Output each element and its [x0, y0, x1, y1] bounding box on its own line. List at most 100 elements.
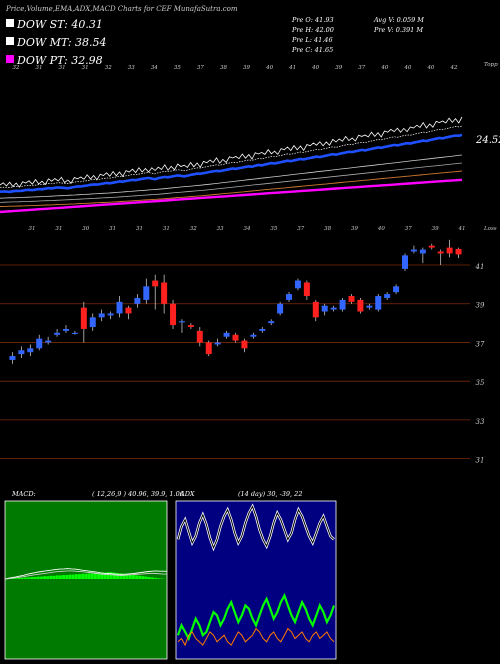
- y-tick-label: 39: [476, 302, 485, 310]
- legend-swatch: [6, 37, 14, 45]
- candle-body: [277, 304, 283, 314]
- x-tick-label: 37: [358, 65, 365, 71]
- adx-params: (14 day) 30, -39, 22: [238, 490, 302, 498]
- x-tick-label: 37: [405, 226, 412, 232]
- legend-swatch: [6, 55, 14, 63]
- x-tick-label: 39: [335, 65, 342, 71]
- candle-body: [215, 343, 221, 345]
- x-tick-label: 41: [288, 65, 296, 71]
- candle-body: [108, 313, 114, 315]
- panel-corner-label: Loss: [483, 226, 497, 232]
- candle-body: [18, 350, 24, 354]
- x-tick-label: 38: [220, 65, 227, 71]
- macd-panel: MACD:( 12,26,9 ) 40.96, 39.9, 1.06: [5, 490, 184, 659]
- candle-body: [259, 329, 265, 331]
- macd-histogram-bar: [69, 575, 72, 579]
- macd-histogram-bar: [43, 576, 46, 579]
- macd-frame: [5, 501, 167, 659]
- candle-body: [402, 255, 408, 269]
- macd-histogram-bar: [75, 574, 78, 579]
- x-tick-label: 32: [13, 65, 20, 71]
- x-tick-label: 31: [82, 65, 89, 71]
- stat-left: Pre C: 41.65: [291, 46, 333, 54]
- macd-histogram-bar: [145, 577, 148, 579]
- stat-left: Pre L: 41.46: [291, 36, 333, 44]
- y-tick-label: 31: [476, 457, 485, 465]
- candle-body: [143, 286, 149, 300]
- macd-histogram-bar: [151, 577, 154, 579]
- x-tick-label: 42: [450, 65, 458, 71]
- candle-body: [295, 281, 301, 289]
- x-tick-label: 40: [403, 65, 411, 71]
- x-tick-label: 31: [136, 226, 143, 232]
- macd-title: MACD:: [11, 490, 36, 498]
- candle-body: [27, 348, 33, 352]
- last-value-label: 24.52: [475, 135, 500, 146]
- ema-pink-line: [0, 180, 462, 212]
- x-tick-label: 32: [105, 65, 112, 71]
- candle-body: [241, 341, 247, 349]
- x-tick-label: 39: [432, 226, 439, 232]
- panel-corner-label: Topp: [484, 62, 498, 68]
- candle-body: [375, 296, 381, 310]
- x-tick-label: 33: [217, 226, 224, 232]
- macd-histogram-bar: [34, 577, 37, 579]
- candle-body: [152, 281, 158, 287]
- ema-white-line-1: [0, 155, 462, 198]
- y-tick-label: 37: [476, 340, 485, 348]
- candle-body: [161, 282, 167, 303]
- candle-body: [348, 296, 354, 302]
- macd-histogram-bar: [72, 575, 75, 579]
- macd-histogram-bar: [110, 572, 113, 579]
- y-tick-label: 33: [476, 418, 485, 426]
- x-tick-label: 30: [82, 226, 89, 232]
- candle-body: [81, 308, 87, 329]
- macd-histogram-bar: [59, 575, 62, 579]
- macd-histogram-bar: [91, 573, 94, 579]
- candle-body: [9, 356, 15, 360]
- x-tick-label: 37: [197, 65, 204, 71]
- candle-body: [188, 325, 194, 327]
- macd-histogram-bar: [94, 573, 97, 579]
- x-tick-label: 32: [190, 226, 197, 232]
- candle-body: [420, 250, 426, 254]
- x-tick-label: 31: [163, 226, 170, 232]
- macd-histogram-bar: [30, 577, 33, 579]
- candle-body: [197, 331, 203, 343]
- x-tick-label: 40: [311, 65, 319, 71]
- y-tick-label: 35: [476, 379, 485, 387]
- x-tick-label: 40: [377, 226, 385, 232]
- x-tick-label: 31: [29, 226, 36, 232]
- x-tick-label: 34: [151, 65, 158, 71]
- candle-body: [384, 294, 390, 298]
- macd-histogram-bar: [18, 578, 21, 579]
- candle-body: [357, 300, 363, 312]
- macd-histogram-bar: [84, 574, 87, 579]
- x-tick-label: 35: [174, 65, 181, 71]
- adx-panel: ADX(14 day) 30, -39, 22: [176, 490, 336, 659]
- legend-label: DOW MT: 38.54: [16, 36, 107, 49]
- macd-histogram-bar: [142, 576, 145, 579]
- stat-right: Avg V: 0.059 M: [373, 16, 424, 24]
- x-tick-label: 40: [426, 65, 434, 71]
- x-tick-label: 33: [128, 65, 135, 71]
- x-tick-label: 39: [243, 65, 250, 71]
- x-tick-label: 31: [109, 226, 116, 232]
- x-tick-label: 38: [324, 226, 331, 232]
- candle-body: [447, 248, 453, 254]
- y-tick-label: 41: [475, 263, 485, 271]
- stat-left: Pre H: 42.00: [291, 26, 334, 34]
- macd-histogram-bar: [15, 578, 18, 579]
- macd-histogram-bar: [40, 577, 43, 579]
- candle-body: [438, 251, 444, 253]
- macd-histogram-bar: [62, 575, 65, 579]
- candle-body: [393, 286, 399, 292]
- macd-histogram-bar: [56, 575, 59, 579]
- x-tick-label: 34: [244, 226, 251, 232]
- candle-body: [233, 335, 239, 341]
- macd-histogram-bar: [46, 576, 49, 579]
- x-tick-label: 37: [297, 226, 304, 232]
